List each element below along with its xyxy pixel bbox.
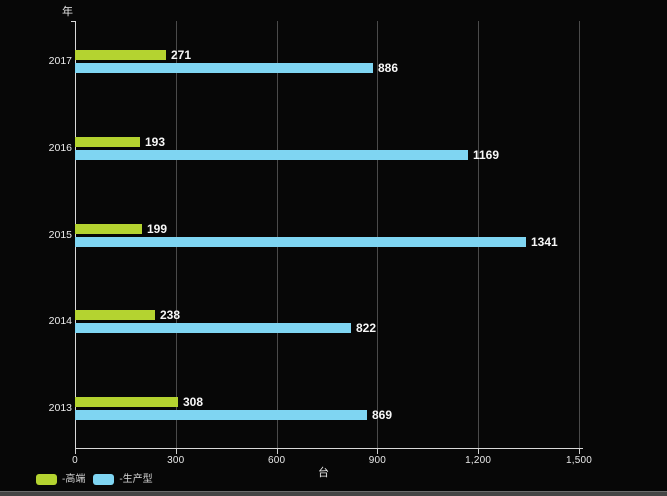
x-axis-line: [75, 448, 583, 449]
value-label-生产型-2017: 886: [378, 61, 399, 75]
value-label-高端-2015: 199: [147, 222, 168, 236]
bar-生产型-2015: [75, 237, 526, 247]
x-tick-900: [377, 449, 379, 454]
x-tick-label-300: 300: [167, 455, 185, 466]
x-tick-600: [276, 449, 278, 454]
gridline-600: [276, 21, 278, 448]
x-tick-label-0: 0: [72, 455, 78, 466]
window-bottom-edge: [0, 491, 667, 496]
x-tick-label-1,200: 1,200: [465, 455, 492, 466]
bar-高端-2017: [75, 50, 166, 60]
bar-生产型-2017: [75, 63, 373, 73]
legend-item-green: -高端: [36, 474, 85, 485]
x-tick-label-900: 900: [368, 455, 387, 466]
value-label-高端-2013: 308: [183, 395, 204, 409]
legend-label-green: -高端: [62, 474, 86, 485]
bar-生产型-2016: [75, 150, 468, 160]
x-tick-300: [175, 449, 177, 454]
legend-label-blue: -生产型: [119, 474, 153, 485]
value-label-生产型-2016: 1169: [473, 148, 500, 162]
gridline-1,200: [478, 21, 480, 448]
x-tick-0: [75, 449, 76, 454]
value-label-高端-2014: 238: [160, 308, 181, 322]
value-label-生产型-2015: 1341: [531, 235, 558, 249]
bar-高端-2014: [75, 310, 155, 320]
year-label-2015: 2015: [48, 229, 72, 241]
value-label-生产型-2013: 869: [372, 408, 393, 422]
gridline-1,500: [579, 21, 580, 448]
bar-高端-2013: [75, 397, 178, 407]
x-tick-label-1,500: 1,500: [565, 455, 593, 466]
legend-item-blue: -生产型: [93, 474, 153, 485]
bar-高端-2015: [75, 224, 142, 234]
value-label-高端-2017: 271: [171, 48, 192, 62]
x-axis-title: 台: [318, 467, 329, 479]
y-axis-line: [75, 21, 76, 448]
y-axis-end-tick: [71, 21, 76, 22]
bar-生产型-2014: [75, 323, 351, 333]
value-label-高端-2016: 193: [145, 135, 166, 149]
year-label-2013: 2013: [48, 402, 72, 414]
legend-swatch-green: [36, 474, 57, 485]
gridline-900: [377, 21, 379, 448]
y-axis-title: 年: [62, 6, 73, 18]
year-label-2014: 2014: [48, 315, 72, 327]
value-label-生产型-2014: 822: [356, 321, 377, 335]
bar-高端-2016: [75, 137, 140, 147]
year-label-2017: 2017: [48, 55, 72, 67]
year-label-2016: 2016: [48, 142, 72, 154]
x-tick-label-600: 600: [267, 455, 286, 466]
legend-swatch-blue: [93, 474, 115, 485]
bar-生产型-2013: [75, 410, 367, 420]
legend: -高端 -生产型: [36, 474, 153, 485]
x-tick-1,200: [478, 449, 480, 454]
gridline-300: [175, 21, 177, 448]
x-tick-1,500: [579, 449, 580, 454]
